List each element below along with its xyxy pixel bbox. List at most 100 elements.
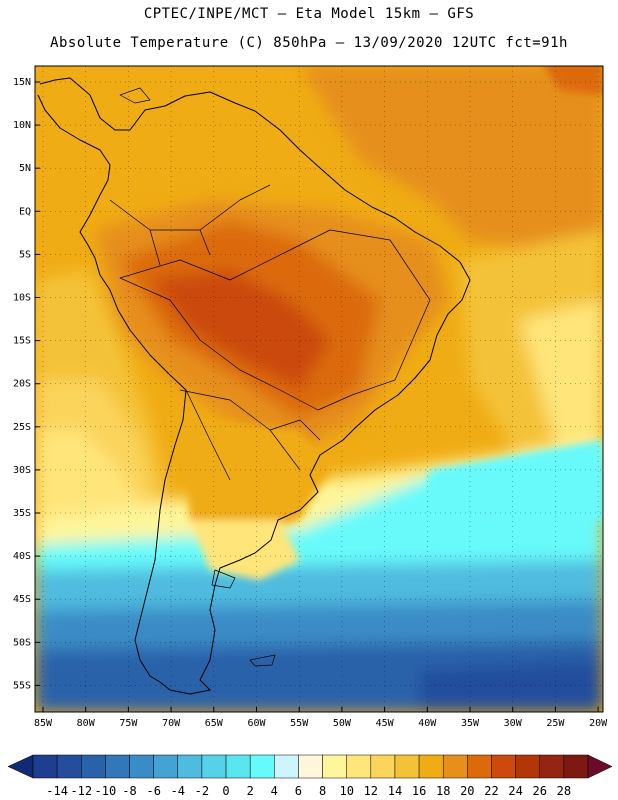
field-atlantic-cool xyxy=(520,300,603,470)
colorbar-tick-label: 18 xyxy=(436,784,450,798)
lat-label: 15N xyxy=(13,77,31,88)
field-continent-hottest xyxy=(150,270,330,390)
lat-label: 10S xyxy=(13,293,31,304)
lon-label: 70W xyxy=(162,718,181,729)
lon-label: 60W xyxy=(247,718,266,729)
lat-label: 25S xyxy=(13,422,31,433)
colorbar-swatch xyxy=(370,754,396,779)
field-pacific-cooler xyxy=(35,430,150,520)
colorbar-tick-label: -8 xyxy=(122,784,136,798)
longitude-labels: 85W 80W 75W 70W 65W 60W 55W 50W 45W 40W 35W 30W 25W 2… xyxy=(34,707,608,729)
colorbar-swatch xyxy=(56,754,82,779)
colorbar-swatch xyxy=(394,754,420,779)
lon-label: 75W xyxy=(119,718,138,729)
colorbar-swatch xyxy=(274,754,299,779)
colorbar-tick-label: 28 xyxy=(557,784,571,798)
field-atlantic-cold-tongue xyxy=(420,440,603,530)
colorbar-swatch xyxy=(539,754,565,779)
lat-label: 15S xyxy=(13,336,31,347)
field-northeast-corner xyxy=(544,66,603,95)
lon-label: 50W xyxy=(333,718,352,729)
lon-label: 55W xyxy=(290,718,309,729)
colorbar-tick-label: 10 xyxy=(339,784,353,798)
lat-label: 40S xyxy=(13,551,31,562)
lat-label: 5S xyxy=(19,249,31,260)
lon-label: 40W xyxy=(418,718,437,729)
lon-label: 30W xyxy=(504,718,523,729)
colorbar-tick-label: 4 xyxy=(271,784,278,798)
colorbar-tick-label: -2 xyxy=(195,784,209,798)
lat-label: 55S xyxy=(13,680,31,691)
lat-label: 10N xyxy=(13,120,31,131)
lon-label: 85W xyxy=(34,718,53,729)
colorbar-tick-label: 2 xyxy=(247,784,254,798)
colorbar-tick-label: -6 xyxy=(146,784,160,798)
lon-label: 25W xyxy=(546,718,565,729)
field-south-band-6 xyxy=(420,660,603,712)
colorbar-swatch xyxy=(563,754,589,779)
colorbar-tick-label: -4 xyxy=(171,784,185,798)
coastlines xyxy=(37,77,471,695)
colorbar-swatch xyxy=(491,754,516,779)
lon-label: 80W xyxy=(77,718,96,729)
colorbar-tick-label: 22 xyxy=(484,784,498,798)
title-line-2: Absolute Temperature (C) 850hPa — 13/09/… xyxy=(50,35,568,51)
field-argentina-warm xyxy=(180,420,330,540)
colorbar-swatch xyxy=(467,754,492,779)
temperature-field xyxy=(35,66,603,712)
colorbar-tick-label: -10 xyxy=(95,784,117,798)
field-warm-northeast xyxy=(300,66,603,260)
colorbar-tick-label: 6 xyxy=(295,784,302,798)
lat-label: 35S xyxy=(13,508,31,519)
colorbar-swatch xyxy=(177,754,203,779)
colorbar-swatch xyxy=(32,754,58,779)
colorbar-tick-label: 16 xyxy=(412,784,426,798)
title-line-1: CPTEC/INPE/MCT — Eta Model 15km — GFS xyxy=(143,6,475,22)
colorbar-tick-label: 12 xyxy=(364,784,378,798)
lon-label: 65W xyxy=(205,718,224,729)
south-borders xyxy=(179,389,321,481)
lat-label: 45S xyxy=(13,594,31,605)
colorbar-swatch xyxy=(153,754,179,779)
colorbar-over-arrow xyxy=(587,754,613,779)
falkland-islands xyxy=(249,654,276,667)
lon-label: 35W xyxy=(461,718,480,729)
colorbar-swatch xyxy=(225,754,251,779)
brazil-border xyxy=(119,229,431,411)
colorbar-tick-label: -12 xyxy=(70,784,92,798)
colorbar-tick-label: 14 xyxy=(388,784,402,798)
colorbar-swatch xyxy=(249,754,275,779)
colorbar-swatch xyxy=(515,754,540,779)
colorbar-under-arrow xyxy=(7,754,34,779)
colorbar-swatch xyxy=(442,754,468,779)
latitude-labels: 15N 10N 5N EQ 5S 10S 15S 20S 25S 30S 35S 40S 45S 50S 5… xyxy=(13,77,40,691)
colorbar-tick-label: 26 xyxy=(532,784,546,798)
lat-label: 30S xyxy=(13,465,31,476)
colorbar-tick-label: 24 xyxy=(508,784,522,798)
colorbar-tick-label: 20 xyxy=(460,784,474,798)
colorbar-swatch xyxy=(129,754,154,779)
lon-label: 20W xyxy=(589,718,608,729)
north-borders xyxy=(109,184,271,266)
colorbar-swatch xyxy=(298,754,323,779)
colorbar-swatch xyxy=(418,754,444,779)
colorbar-swatch xyxy=(105,754,130,779)
lat-label: 5N xyxy=(19,163,31,174)
lat-label: 20S xyxy=(13,379,31,390)
colorbar-tick-label: 0 xyxy=(222,784,229,798)
colorbar-tick-label: 8 xyxy=(319,784,326,798)
caribbean-island xyxy=(119,87,151,104)
colorbar: -14 -12 -10 -8 -6 -4 -2 0 2 4 6 8 10 12 14 16 18 20 22 24 26… xyxy=(7,754,613,798)
peninsula-valdes xyxy=(211,569,236,589)
south-america-coast xyxy=(37,77,471,695)
lat-label: EQ xyxy=(19,206,31,217)
lon-label: 45W xyxy=(376,718,395,729)
colorbar-swatch xyxy=(346,754,372,779)
colorbar-tick-label: -14 xyxy=(46,784,68,798)
colorbar-swatch xyxy=(201,754,227,779)
map-frame xyxy=(34,65,604,713)
colorbar-swatch xyxy=(81,754,106,779)
colorbar-swatch xyxy=(322,754,347,779)
lat-label: 50S xyxy=(13,637,31,648)
